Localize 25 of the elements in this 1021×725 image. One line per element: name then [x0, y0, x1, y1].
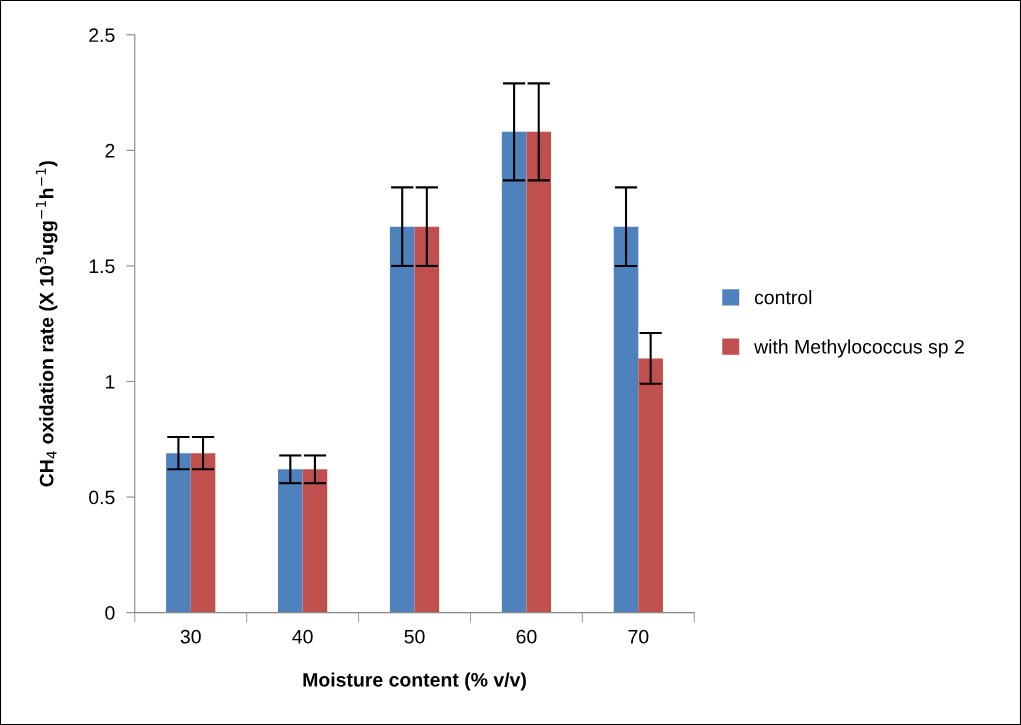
legend-label: control: [754, 290, 812, 305]
y-tick-label: 2: [105, 143, 115, 158]
bar: [613, 226, 639, 613]
bar: [526, 131, 552, 613]
y-tick-label: 0.5: [89, 490, 115, 505]
bar: [501, 131, 527, 613]
bar: [166, 453, 191, 613]
y-tick-label: 2.5: [89, 28, 115, 43]
y-tick-label: 1: [106, 375, 115, 389]
legend-label: with Methylococcus sp 2: [754, 339, 964, 358]
x-tick-label: 70: [628, 629, 649, 644]
x-tick-label: 30: [180, 629, 201, 644]
bar: [414, 226, 440, 613]
x-tick-label: 40: [292, 629, 313, 644]
x-tick-label: 50: [404, 629, 425, 644]
x-axis-title: Moisture content (% v/v): [303, 672, 526, 691]
y-tick-label: 0: [105, 606, 115, 620]
bar: [278, 469, 303, 613]
text: CH$_{4}$ oxidation rate (X 10$^{3}$ugg$^{−1}$h$^{−1}$): [35, 161, 58, 487]
y-tick-label: 1.5: [89, 259, 115, 274]
bar: [302, 469, 328, 613]
bar: [190, 453, 216, 613]
x-tick-label: 60: [516, 629, 537, 644]
bar: [389, 226, 415, 613]
bar: [638, 358, 663, 613]
